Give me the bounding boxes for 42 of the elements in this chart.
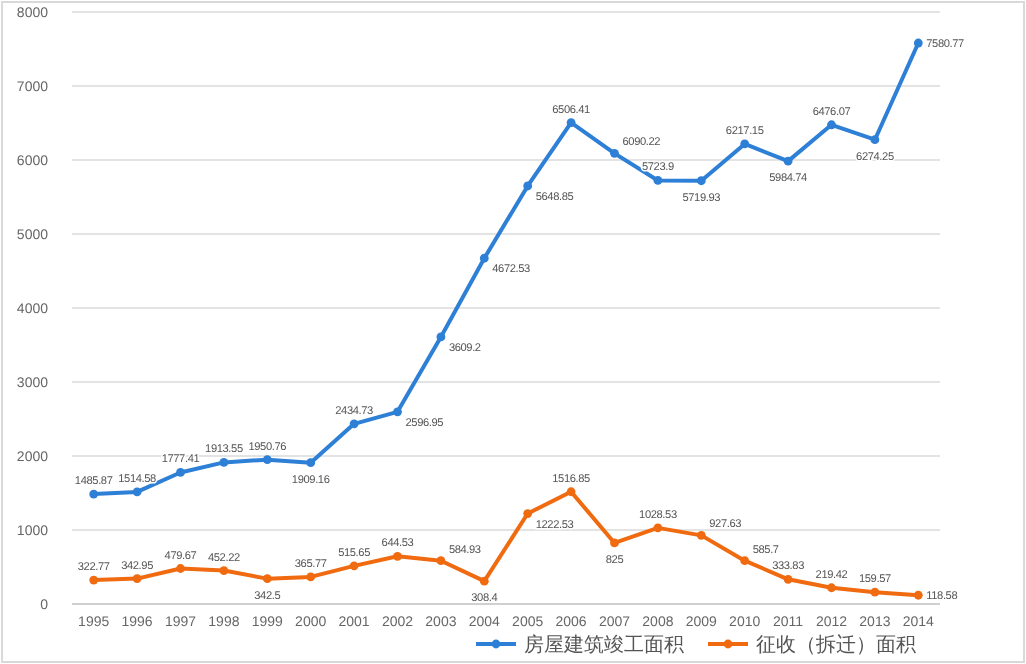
point [696, 176, 706, 186]
point [566, 487, 576, 497]
point [306, 572, 316, 582]
point [696, 530, 706, 540]
point [393, 407, 402, 417]
point [740, 556, 750, 566]
point [523, 509, 533, 518]
point [436, 332, 446, 342]
point [783, 574, 793, 584]
point [262, 455, 272, 465]
point [827, 120, 836, 130]
point [219, 566, 229, 575]
point [740, 139, 750, 149]
point [523, 181, 533, 191]
point [913, 38, 923, 48]
point [783, 156, 793, 166]
point [610, 538, 619, 548]
point [436, 556, 446, 566]
point [89, 489, 99, 499]
point [870, 135, 880, 145]
point [89, 575, 99, 585]
point [132, 487, 142, 497]
point [913, 590, 923, 600]
point [566, 118, 576, 127]
point [262, 574, 272, 584]
point [653, 523, 663, 533]
point [176, 564, 185, 573]
point [306, 458, 316, 468]
point [219, 458, 229, 467]
point [827, 583, 836, 593]
legend-label: 房屋建筑竣工面积 [524, 633, 684, 657]
point [349, 419, 359, 429]
point [132, 574, 142, 584]
point [176, 468, 185, 477]
point [479, 253, 489, 263]
point [479, 576, 489, 586]
point [349, 561, 359, 571]
point [653, 176, 663, 185]
point [870, 587, 880, 597]
point [393, 551, 402, 561]
legend-label: 征收（拆迁）面积 [756, 633, 916, 657]
point [610, 148, 619, 158]
